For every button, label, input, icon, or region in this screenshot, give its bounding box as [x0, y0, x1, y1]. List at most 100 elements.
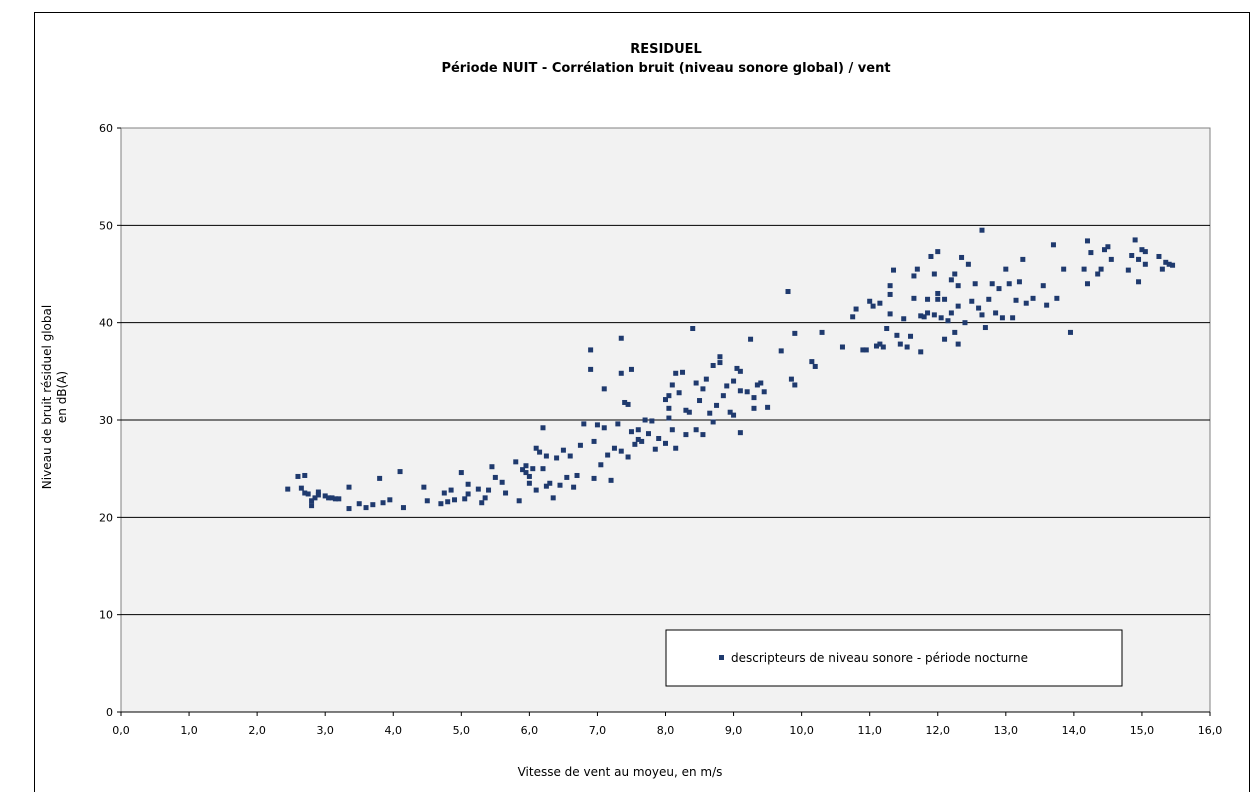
x-tick-label: 9,0 — [725, 724, 743, 737]
data-point — [380, 500, 386, 506]
data-point — [601, 386, 607, 392]
data-point — [1139, 247, 1145, 253]
data-point — [785, 289, 791, 295]
data-point — [513, 459, 519, 465]
data-point — [635, 427, 641, 433]
data-point — [686, 409, 692, 415]
x-tick-label: 4,0 — [385, 724, 403, 737]
data-point — [1023, 300, 1029, 306]
x-tick-label: 3,0 — [316, 724, 334, 737]
x-tick-label: 11,0 — [857, 724, 882, 737]
data-point — [897, 341, 903, 347]
gridlines — [121, 224, 1210, 616]
data-point — [1170, 262, 1176, 268]
data-point — [1105, 244, 1111, 250]
y-tick-label: 40 — [99, 317, 113, 330]
data-point — [972, 281, 978, 287]
data-point — [625, 401, 631, 407]
data-point — [1067, 329, 1073, 335]
data-point — [707, 410, 713, 416]
data-point — [608, 477, 614, 483]
data-point — [567, 453, 573, 459]
data-point — [571, 484, 577, 490]
data-point — [945, 318, 951, 324]
data-point — [683, 407, 689, 413]
data-point — [1040, 283, 1046, 289]
data-point — [605, 452, 611, 458]
data-point — [363, 505, 369, 511]
data-point — [993, 310, 999, 316]
data-point — [935, 249, 941, 255]
data-point — [911, 295, 917, 301]
data-point — [986, 296, 992, 302]
data-point — [673, 445, 679, 451]
data-point — [703, 376, 709, 382]
data-point — [819, 329, 825, 335]
data-point — [809, 359, 815, 365]
data-point — [302, 490, 308, 496]
data-point — [594, 422, 600, 428]
data-point — [598, 462, 604, 468]
data-point — [639, 438, 645, 444]
data-point — [533, 445, 539, 451]
data-point — [618, 335, 624, 341]
data-point — [850, 314, 856, 320]
data-point — [550, 495, 556, 501]
chart-title: RESIDUEL — [630, 42, 702, 57]
data-point — [526, 480, 532, 486]
data-point — [942, 296, 948, 302]
data-point — [758, 380, 764, 386]
data-point — [754, 382, 760, 388]
legend-box — [665, 629, 1123, 687]
data-point — [870, 303, 876, 309]
data-point — [387, 497, 393, 503]
data-point — [1050, 242, 1056, 248]
x-tick-label: 13,0 — [994, 724, 1019, 737]
data-point — [346, 506, 352, 512]
data-point — [543, 453, 549, 459]
data-point — [458, 470, 464, 476]
data-point — [673, 370, 679, 376]
data-point — [666, 405, 672, 411]
data-point — [666, 393, 672, 399]
data-point — [765, 404, 771, 410]
data-point — [1142, 261, 1148, 267]
data-point — [697, 398, 703, 404]
data-point — [676, 390, 682, 396]
data-point — [1142, 249, 1148, 255]
data-point — [656, 435, 662, 441]
data-point — [1108, 256, 1114, 262]
data-point — [645, 431, 651, 437]
data-point — [669, 427, 675, 433]
data-point — [955, 341, 961, 347]
data-point — [1136, 256, 1142, 262]
y-tick-label: 60 — [99, 122, 113, 135]
data-point — [867, 298, 873, 304]
data-point — [959, 254, 965, 260]
x-tick-label: 6,0 — [521, 724, 539, 737]
data-point — [710, 362, 716, 368]
data-point — [523, 463, 529, 469]
data-point — [982, 325, 988, 331]
data-point — [475, 486, 481, 492]
data-point — [948, 310, 954, 316]
data-point — [1016, 279, 1022, 285]
x-tick-label: 5,0 — [453, 724, 471, 737]
data-point — [564, 474, 570, 480]
data-point — [717, 360, 723, 366]
data-point — [632, 441, 638, 447]
data-point — [574, 472, 580, 478]
data-point — [989, 281, 995, 287]
data-point — [628, 429, 634, 435]
data-point — [955, 303, 961, 309]
data-point — [925, 296, 931, 302]
data-point — [557, 482, 563, 488]
data-point — [462, 496, 468, 502]
data-point — [891, 267, 897, 273]
legend-label: descripteurs de niveau sonore - période … — [731, 651, 1028, 665]
data-point — [622, 399, 628, 405]
data-point — [942, 336, 948, 342]
data-point — [397, 469, 403, 475]
data-point — [1084, 281, 1090, 287]
